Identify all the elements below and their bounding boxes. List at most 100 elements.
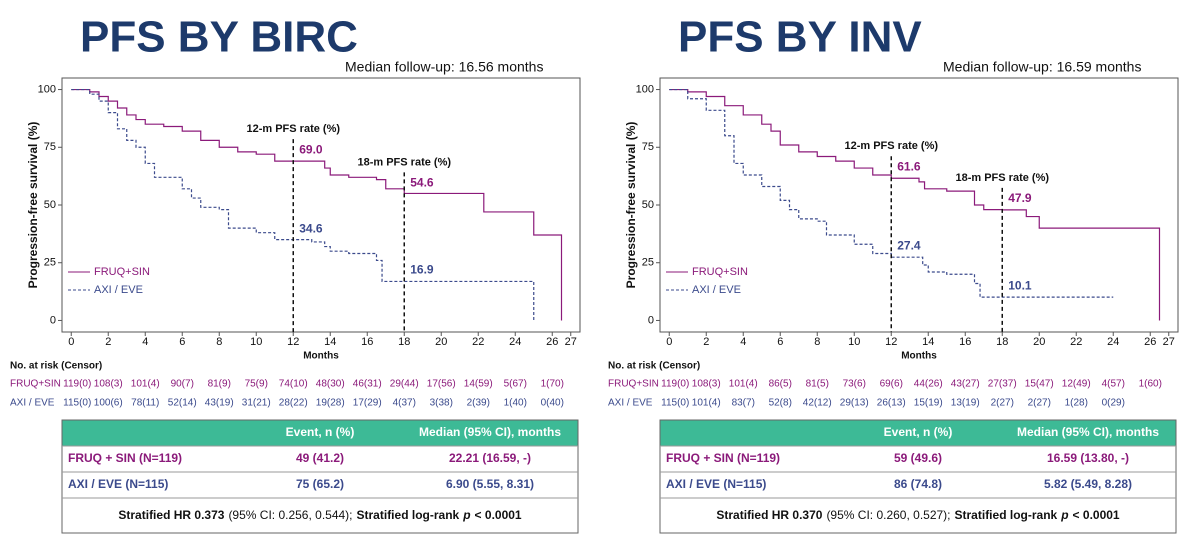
x-tick-label: 14 xyxy=(324,336,336,348)
summary-frame xyxy=(659,419,1177,534)
footnote-part: (95% CI: 0.260, 0.527); xyxy=(826,508,950,522)
x-tick-label: 12 xyxy=(885,336,897,348)
x-tick-label: 26 xyxy=(546,336,558,348)
summary-header-cell: Median (95% CI), months xyxy=(1017,425,1159,439)
risk-count: 1(40) xyxy=(504,398,527,409)
risk-count: 52(8) xyxy=(769,398,792,409)
y-tick-label: 25 xyxy=(642,257,654,269)
footnote-part: Stratified HR 0.373 xyxy=(118,508,224,522)
risk-count: 43(19) xyxy=(205,398,234,409)
risk-count: 31(21) xyxy=(242,398,271,409)
summary-row-label: AXI / EVE (N=115) xyxy=(68,477,168,491)
value-label: 34.6 xyxy=(299,222,323,236)
risk-table-title: No. at risk (Censor) xyxy=(10,361,102,372)
y-tick-label: 50 xyxy=(44,199,56,211)
footnote-part: Stratified HR 0.370 xyxy=(716,508,822,522)
risk-count: 29(13) xyxy=(840,398,869,409)
risk-count: 101(4) xyxy=(131,379,160,390)
x-tick-label: 4 xyxy=(740,336,746,348)
summary-cell: 16.59 (13.80, -) xyxy=(1047,451,1129,465)
summary-row-label: FRUQ + SIN (N=119) xyxy=(666,451,780,465)
y-tick-label: 75 xyxy=(642,141,654,153)
x-tick-label: 24 xyxy=(1107,336,1119,348)
value-label: 69.0 xyxy=(299,142,323,156)
x-tick-label: 4 xyxy=(142,336,148,348)
risk-count: 15(19) xyxy=(914,398,943,409)
risk-count: 4(57) xyxy=(1102,379,1125,390)
x-tick-label: 22 xyxy=(1070,336,1082,348)
annotation-label: 18-m PFS rate (%) xyxy=(955,172,1049,184)
x-tick-label: 20 xyxy=(435,336,447,348)
y-tick-label: 100 xyxy=(636,83,654,95)
risk-count: 46(31) xyxy=(353,379,382,390)
summary-header xyxy=(660,420,1176,446)
risk-count: 17(56) xyxy=(427,379,456,390)
summary-row-label: AXI / EVE (N=115) xyxy=(666,477,766,491)
value-label: 27.4 xyxy=(897,238,921,252)
summary-cell: 86 (74.8) xyxy=(894,477,942,491)
annotation-label: 12-m PFS rate (%) xyxy=(246,123,340,135)
risk-row-name: FRUQ+SIN xyxy=(608,379,659,390)
summary-cell: 49 (41.2) xyxy=(296,451,344,465)
panel-title: PFS BY BIRC xyxy=(80,13,358,62)
x-tick-label: 0 xyxy=(68,336,74,348)
x-tick-label: 22 xyxy=(472,336,484,348)
risk-count: 115(0) xyxy=(661,398,689,409)
risk-count: 0(29) xyxy=(1102,398,1125,409)
x-tick-label: 0 xyxy=(666,336,672,348)
value-label: 16.9 xyxy=(410,263,434,277)
annotation-label: 18-m PFS rate (%) xyxy=(357,156,451,168)
risk-count: 2(27) xyxy=(1028,398,1051,409)
risk-count: 0(40) xyxy=(541,398,564,409)
risk-count: 17(29) xyxy=(353,398,382,409)
risk-table-title: No. at risk (Censor) xyxy=(608,361,700,372)
risk-count: 2(39) xyxy=(467,398,490,409)
x-tick-label: 20 xyxy=(1033,336,1045,348)
y-axis-label: Progression-free survival (%) xyxy=(624,122,638,289)
footnote-part: Stratified log-rank xyxy=(955,508,1058,522)
risk-count: 73(6) xyxy=(843,379,866,390)
x-axis-label: Months xyxy=(303,351,339,362)
footnote-part: < 0.0001 xyxy=(1073,508,1120,522)
y-axis-label: Progression-free survival (%) xyxy=(26,122,40,289)
risk-row-name: FRUQ+SIN xyxy=(10,379,61,390)
risk-count: 75(9) xyxy=(245,379,268,390)
risk-count: 26(13) xyxy=(877,398,906,409)
y-tick-label: 0 xyxy=(50,314,56,326)
risk-count: 1(70) xyxy=(541,379,564,390)
x-tick-label: 12 xyxy=(287,336,299,348)
x-tick-label: 6 xyxy=(179,336,185,348)
km-curve xyxy=(669,88,1114,298)
value-label: 54.6 xyxy=(410,176,434,190)
risk-count: 108(3) xyxy=(692,379,721,390)
legend-label: AXI / EVE xyxy=(94,284,143,296)
risk-count: 14(59) xyxy=(464,379,493,390)
summary-cell: 5.82 (5.49, 8.28) xyxy=(1044,477,1132,491)
risk-count: 19(28) xyxy=(316,398,345,409)
risk-count: 29(44) xyxy=(390,379,419,390)
risk-count: 119(0) xyxy=(661,379,689,390)
panel-title: PFS BY INV xyxy=(678,13,922,62)
x-tick-label: 16 xyxy=(361,336,373,348)
risk-count: 27(37) xyxy=(988,379,1017,390)
risk-count: 86(5) xyxy=(769,379,792,390)
x-tick-label: 27 xyxy=(565,336,577,348)
risk-count: 119(0) xyxy=(63,379,91,390)
footnote: Stratified HR 0.373 (95% CI: 0.256, 0.544… xyxy=(118,508,522,522)
risk-count: 42(12) xyxy=(803,398,832,409)
risk-count: 83(7) xyxy=(732,398,755,409)
risk-count: 12(49) xyxy=(1062,379,1091,390)
risk-count: 15(47) xyxy=(1025,379,1054,390)
x-tick-label: 24 xyxy=(509,336,521,348)
x-tick-label: 18 xyxy=(398,336,410,348)
risk-count: 43(27) xyxy=(951,379,980,390)
summary-header-cell: Event, n (%) xyxy=(286,425,355,439)
risk-count: 2(27) xyxy=(991,398,1014,409)
footnote: Stratified HR 0.370 (95% CI: 0.260, 0.527… xyxy=(716,508,1120,522)
value-label: 61.6 xyxy=(897,159,921,173)
risk-row-name: AXI / EVE xyxy=(10,398,55,409)
risk-count: 1(28) xyxy=(1065,398,1088,409)
subtitle: Median follow-up: 16.56 months xyxy=(345,59,543,75)
x-tick-label: 27 xyxy=(1163,336,1175,348)
